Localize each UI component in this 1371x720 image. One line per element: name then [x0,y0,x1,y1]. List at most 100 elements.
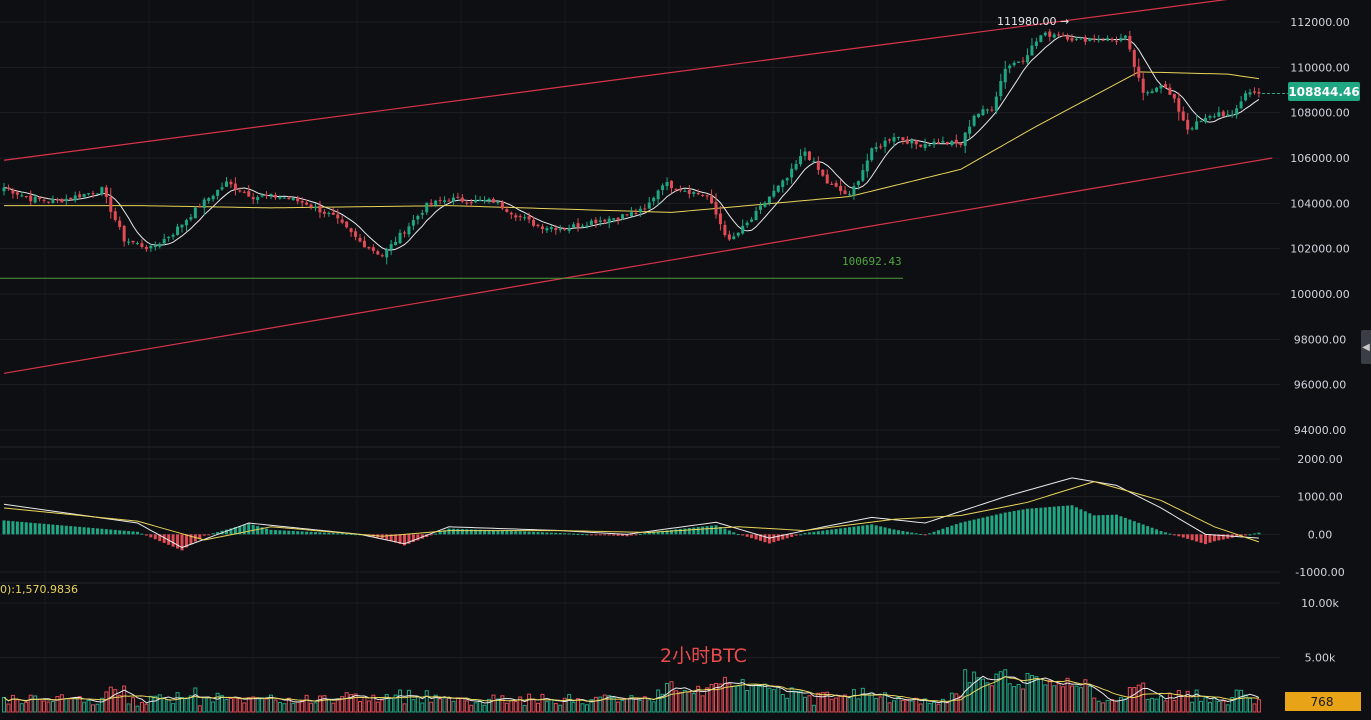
macd-histogram-bar [483,529,487,535]
candle-body [305,202,309,205]
volume-bar [344,692,349,713]
macd-histogram-bar [247,523,251,535]
volume-bar [1087,685,1092,713]
volume-bar [135,705,140,713]
volume-bar [616,701,621,713]
candle-body [701,195,705,197]
candle-body [870,148,874,161]
y-axis-tick-label: 106000.00 [1290,152,1350,165]
volume-bar [362,696,367,713]
macd-histogram-bar [977,518,981,535]
candle-body [216,189,220,196]
candle-body [972,115,976,126]
macd-dif-line [3,477,1259,549]
volume-bar [126,703,131,713]
candle-body [1137,66,1141,78]
volume-bar [1092,697,1097,713]
collapse-panel-handle[interactable]: ◀ [1361,330,1371,364]
volume-bar [1025,673,1030,713]
volume-bar [139,701,144,713]
volume-bar [326,698,331,713]
candle-body [1092,38,1096,40]
macd-histogram-bar [451,528,455,535]
volume-bar [1167,693,1172,713]
macd-histogram-bar [692,527,696,535]
macd-histogram-bar [901,530,905,535]
price-axis: 112000.00 110000.00 108000.00 106000.00 1040… [1290,16,1350,665]
macd-histogram-bar [696,527,700,535]
volume-bar [1096,700,1101,713]
candle-body [1141,78,1145,93]
volume-bar [455,697,460,713]
macd-histogram-bar [6,520,10,535]
volume-bar [696,685,701,713]
macd-histogram-bar [754,534,758,540]
volume-bar [705,687,710,713]
last-price-tag [1288,82,1360,101]
macd-histogram-bar [211,533,215,535]
candle-body [1074,38,1078,40]
macd-histogram-bar [1074,507,1078,535]
volume-bar [447,697,451,713]
volume-bar [1038,678,1043,713]
candle-body [238,190,242,192]
candle-body [411,220,415,226]
volume-bar [366,700,371,713]
volume-bar [1163,700,1168,713]
volume-bar [1225,704,1230,713]
macd-histogram-bar [438,531,442,535]
candle-body [1083,37,1087,42]
volume-bar [669,681,674,713]
candle-body [385,249,389,258]
volume-bar [460,697,465,713]
candle-body [554,228,558,231]
volume-bar [224,699,229,713]
volume-bar [780,694,785,713]
volume-bar [678,691,683,713]
candle-body [416,215,420,220]
volume-bar [1190,701,1195,713]
macd-histogram-bar [64,525,68,535]
candle-body [896,136,900,138]
candle-body [710,196,714,204]
volume-bar [1070,685,1074,713]
macd-histogram-bar [1034,508,1038,535]
macd-histogram-bar [1186,534,1190,539]
macd-histogram-bar [852,526,856,535]
volume-bar [1061,686,1066,713]
volume-bar [220,695,225,713]
macd-histogram-bar [843,527,847,535]
macd-histogram-bar [665,530,669,535]
macd-histogram-bar [29,522,33,535]
candle-body [189,217,193,220]
macd-histogram-bar [767,534,771,544]
candle-body [536,224,540,227]
candle-body [718,213,722,225]
candle-body [589,220,593,225]
macd-histogram-bar [180,534,184,551]
macd-histogram-bar [60,525,64,535]
candle-body [914,140,918,145]
candle-body [1239,101,1243,109]
trend-channel-line [3,157,1273,374]
candle-body [1101,39,1105,41]
volume-bar [162,697,167,713]
volume-bar [255,697,260,713]
candle-body [910,139,914,144]
volume-bar [349,694,354,713]
volume-bar [19,703,24,713]
candle-body [1030,45,1034,56]
macd-histogram-bar [162,534,166,543]
candle-body [1146,92,1150,94]
volume-bar [1043,684,1048,713]
macd-histogram-bar [687,528,691,535]
volume-bar [335,699,340,713]
volume-bar [945,702,950,713]
macd-histogram-bar [1097,515,1101,535]
macd-histogram-bar [282,530,286,535]
candle-body [629,212,633,217]
macd-histogram-bar [807,532,811,535]
candle-body [745,222,749,226]
